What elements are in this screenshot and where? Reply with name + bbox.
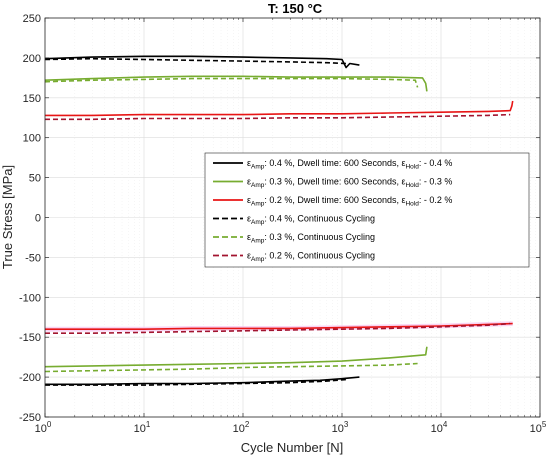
legend-entry-text: εAmp: 0.3 %, Continuous Cycling <box>247 232 375 245</box>
legend: εAmp: 0.4 %, Dwell time: 600 Seconds, εH… <box>204 152 530 268</box>
series-line-lower <box>44 346 428 368</box>
x-axis-label: Cycle Number [N] <box>241 440 344 455</box>
series-line-lower <box>45 322 511 335</box>
x-tick-label: 100 <box>35 420 52 435</box>
x-tick-label: 105 <box>530 420 547 435</box>
series-line-lower <box>45 376 360 386</box>
series-line-upper <box>44 57 347 65</box>
series-line-upper <box>44 55 360 69</box>
y-tick-label: -50 <box>25 252 41 264</box>
series-line-lower <box>45 378 347 386</box>
y-tick-labels: -250 -200 -150 -100 -50 0 50 100 150 200 250 <box>19 13 41 424</box>
legend-entry-text: εAmp: 0.2 %, Dwell time: 600 Seconds, εH… <box>247 195 452 208</box>
x-tick-labels: 100 101 102 103 104 105 <box>35 420 547 435</box>
legend-box <box>204 152 530 268</box>
axis-ticks <box>44 17 541 418</box>
y-tick-label: 250 <box>23 13 41 25</box>
y-tick-label: 100 <box>23 133 41 145</box>
chart-title: T: 150 °C <box>268 1 323 16</box>
y-tick-label: 0 <box>35 213 41 225</box>
x-tick-label: 104 <box>431 420 448 435</box>
y-tick-label: -250 <box>19 412 41 424</box>
y-tick-label: 200 <box>23 53 41 65</box>
legend-entry-text: εAmp: 0.2 %, Continuous Cycling <box>247 251 375 264</box>
y-tick-label: 150 <box>23 93 41 105</box>
x-tick-label: 103 <box>332 420 349 435</box>
legend-entry-text: εAmp: 0.4 %, Dwell time: 600 Seconds, εH… <box>247 158 452 171</box>
series-line-upper <box>45 113 511 121</box>
series-line-upper <box>45 100 514 117</box>
series-line-lower <box>44 362 418 373</box>
series-lines <box>44 55 514 386</box>
y-axis-label: True Stress [MPa] <box>0 165 15 269</box>
y-tick-label: -200 <box>19 372 41 384</box>
series-line-upper <box>44 75 428 92</box>
series-line-upper <box>44 77 419 88</box>
y-tick-label: 50 <box>29 173 41 185</box>
y-tick-label: -100 <box>19 292 41 304</box>
legend-entry-text: εAmp: 0.4 %, Continuous Cycling <box>247 214 375 227</box>
y-tick-label: -150 <box>19 332 41 344</box>
legend-entry-text: εAmp: 0.3 %, Dwell time: 600 Seconds, εH… <box>247 177 452 190</box>
x-tick-label: 101 <box>134 420 151 435</box>
x-tick-label: 102 <box>233 420 250 435</box>
